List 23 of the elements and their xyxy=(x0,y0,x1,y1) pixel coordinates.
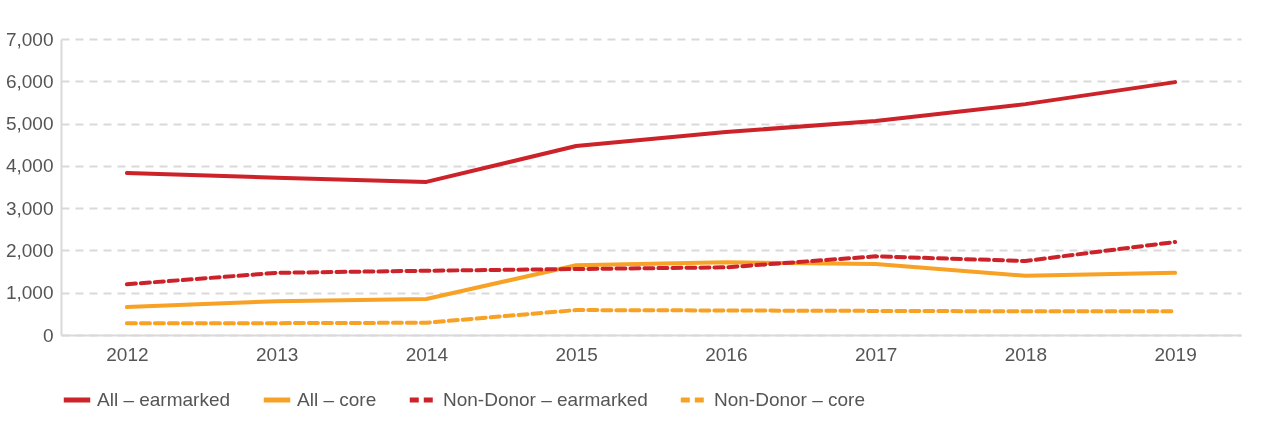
x-tick-label: 2019 xyxy=(1154,343,1197,365)
y-tick-label: 0 xyxy=(42,324,54,346)
y-tick-label: 5,000 xyxy=(5,113,54,135)
line-series xyxy=(124,239,1178,287)
y-tick-label: 3,000 xyxy=(5,197,54,219)
y-tick-label: 4,000 xyxy=(5,155,54,177)
legend-label: All – earmarked xyxy=(97,389,231,410)
x-tick-label: 2016 xyxy=(705,343,748,365)
y-tick-label: 7,000 xyxy=(5,28,54,50)
x-tick-label: 2013 xyxy=(255,343,299,365)
y-tick-label: 1,000 xyxy=(5,282,54,304)
x-tick-label: 2012 xyxy=(106,343,149,365)
y-tick-label: 2,000 xyxy=(5,239,54,261)
x-tick-label: 2018 xyxy=(1004,343,1048,365)
x-tick-label: 2017 xyxy=(854,343,898,365)
x-tick-label: 2014 xyxy=(405,343,449,365)
line-series xyxy=(124,260,1178,310)
line-series xyxy=(124,80,1178,184)
x-tick-label: 2015 xyxy=(555,343,598,365)
legend-label: Non-Donor – core xyxy=(714,389,866,410)
legend-label: Non-Donor – earmarked xyxy=(443,389,648,410)
y-tick-label: 6,000 xyxy=(5,70,54,92)
legend-label: All – core xyxy=(297,389,377,410)
